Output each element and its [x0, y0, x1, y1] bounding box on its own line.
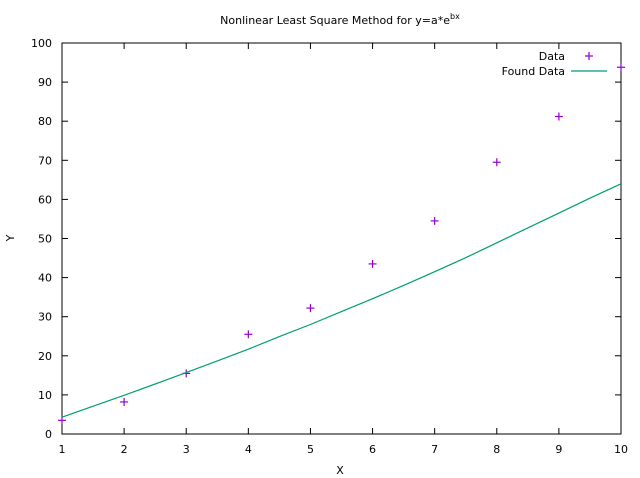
data-point: [430, 216, 439, 225]
data-point: [306, 304, 315, 313]
data-point: [492, 158, 501, 167]
data-point: [368, 259, 377, 268]
x-tick-label: 1: [59, 443, 66, 456]
y-tick-label: 0: [45, 428, 52, 441]
x-axis-label: X: [336, 464, 344, 477]
legend: Data Found Data: [502, 50, 607, 78]
legend-label: Data: [539, 50, 565, 63]
y-tick-label: 70: [38, 154, 52, 167]
data-point: [120, 397, 129, 406]
y-tick-label: 30: [38, 311, 52, 324]
plot-series: [58, 63, 625, 425]
chart-title: Nonlinear Least Square Method for y=a*eb…: [220, 12, 460, 27]
y-axis-label: Y: [4, 234, 17, 242]
x-tick-label: 7: [431, 443, 438, 456]
y-tick-label: 100: [31, 37, 52, 50]
x-tick-label: 5: [307, 443, 314, 456]
y-tick-label: 90: [38, 76, 52, 89]
data-point: [58, 416, 66, 425]
y-tick-label: 20: [38, 350, 52, 363]
y-tick-label: 40: [38, 272, 52, 285]
y-tick-label: 10: [38, 389, 52, 402]
x-tick-label: 4: [245, 443, 252, 456]
chart-title-main: Nonlinear Least Square Method for y=a*e: [220, 14, 450, 27]
data-point: [554, 112, 563, 121]
x-tick-label: 9: [555, 443, 562, 456]
y-tick-label: 80: [38, 115, 52, 128]
y-tick-label: 50: [38, 233, 52, 246]
x-tick-label: 2: [121, 443, 128, 456]
data-point: [617, 63, 625, 72]
data-point: [244, 330, 253, 339]
x-tick-label: 3: [183, 443, 190, 456]
x-tick-label: 10: [614, 443, 628, 456]
y-tick-label: 60: [38, 193, 52, 206]
x-tick-label: 8: [493, 443, 500, 456]
chart-title-superscript: bx: [450, 12, 460, 21]
x-tick-label: 6: [369, 443, 376, 456]
series-line-found-data: [61, 183, 622, 418]
legend-label: Found Data: [502, 65, 565, 78]
